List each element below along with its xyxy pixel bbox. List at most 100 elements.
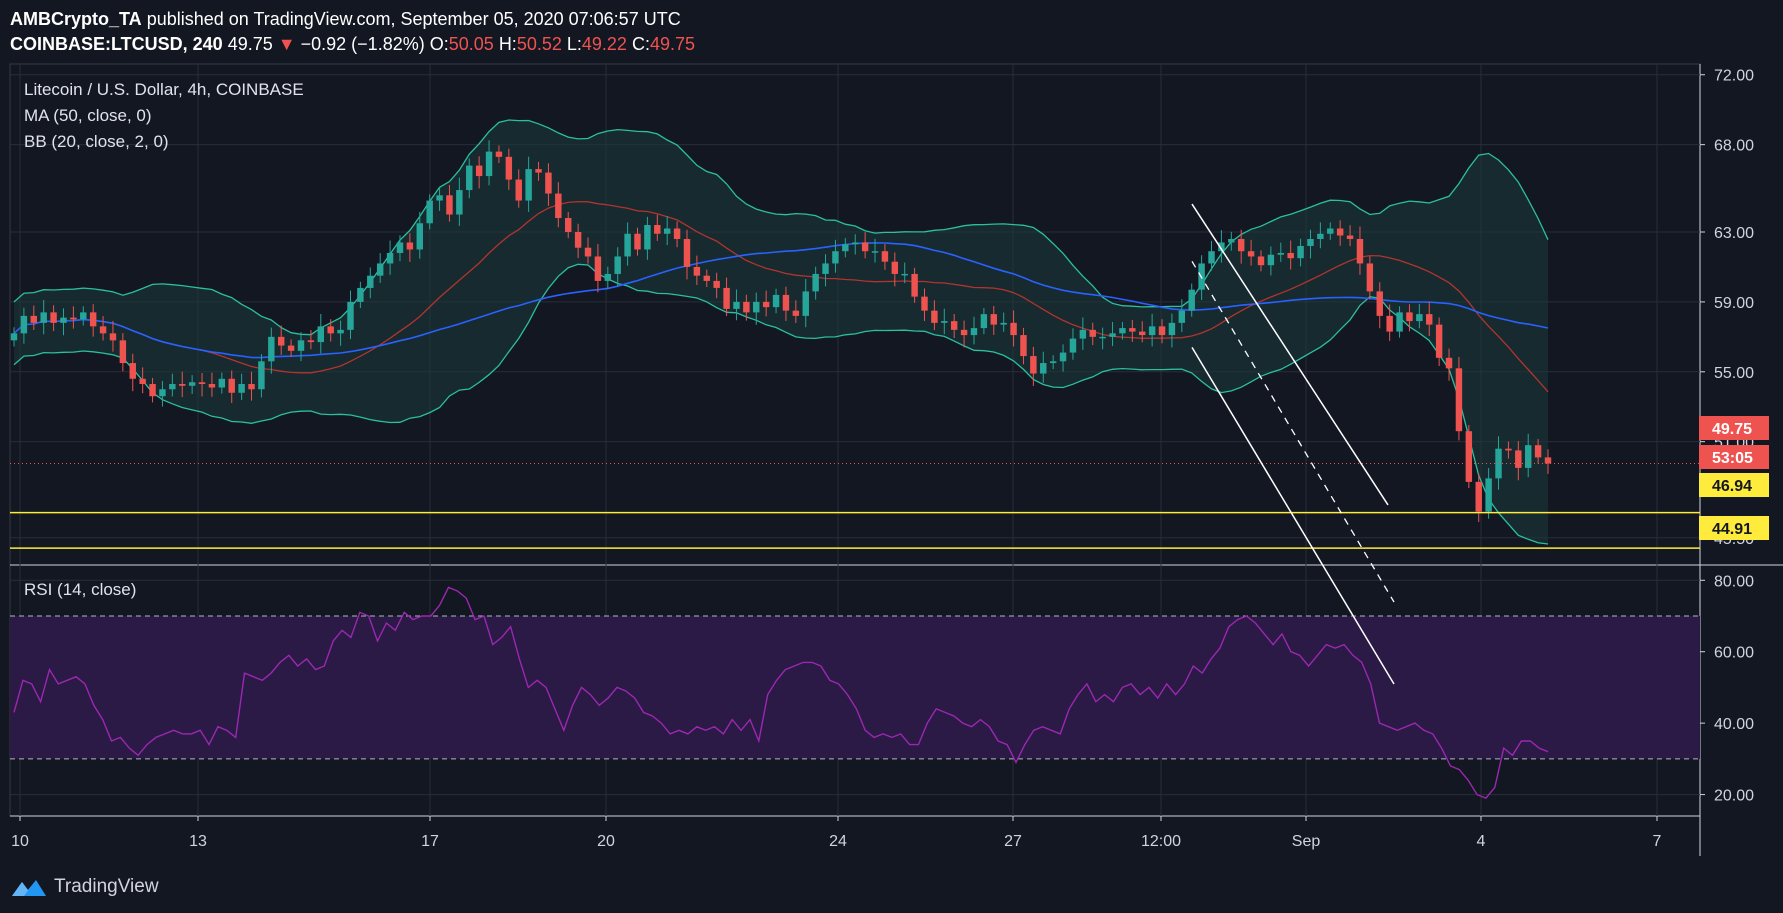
channel-mid-line[interactable] bbox=[1191, 260, 1395, 603]
candle[interactable] bbox=[248, 371, 255, 401]
candle[interactable] bbox=[10, 327, 18, 347]
candle[interactable] bbox=[475, 156, 483, 189]
candle[interactable] bbox=[218, 372, 226, 394]
candle[interactable] bbox=[1406, 304, 1413, 332]
candle[interactable] bbox=[634, 227, 641, 256]
candle[interactable] bbox=[367, 267, 374, 299]
candle[interactable] bbox=[149, 377, 156, 403]
candle[interactable] bbox=[129, 353, 136, 392]
candle[interactable] bbox=[1336, 220, 1344, 246]
candle[interactable] bbox=[535, 161, 542, 181]
channel-lower-line[interactable] bbox=[1191, 346, 1395, 685]
candle[interactable] bbox=[456, 177, 463, 226]
candle[interactable] bbox=[1376, 282, 1383, 329]
candle[interactable] bbox=[1089, 322, 1096, 346]
candle[interactable] bbox=[258, 354, 265, 398]
candle[interactable] bbox=[1297, 238, 1304, 267]
candle[interactable] bbox=[228, 370, 235, 404]
candle[interactable] bbox=[20, 307, 28, 344]
symbol-name[interactable]: COINBASE:LTCUSD, 240 bbox=[10, 34, 223, 54]
publisher-name[interactable]: AMBCrypto_TA bbox=[10, 9, 142, 29]
candle[interactable] bbox=[139, 367, 146, 394]
candle[interactable] bbox=[792, 300, 800, 324]
candle[interactable] bbox=[832, 239, 839, 273]
candle[interactable] bbox=[1435, 317, 1443, 367]
candle[interactable] bbox=[1455, 356, 1463, 441]
candle[interactable] bbox=[169, 373, 176, 397]
candle[interactable] bbox=[762, 290, 770, 317]
candle[interactable] bbox=[268, 327, 275, 374]
candle[interactable] bbox=[1544, 449, 1552, 474]
candle[interactable] bbox=[30, 305, 38, 331]
candle[interactable] bbox=[1307, 229, 1314, 259]
candle[interactable] bbox=[1356, 226, 1364, 275]
candle[interactable] bbox=[1267, 246, 1275, 276]
candle[interactable] bbox=[1534, 439, 1542, 464]
candle[interactable] bbox=[1465, 425, 1473, 488]
candle[interactable] bbox=[1208, 240, 1215, 271]
candle[interactable] bbox=[287, 339, 295, 357]
candle[interactable] bbox=[485, 140, 493, 186]
candle[interactable] bbox=[1327, 222, 1334, 240]
candle[interactable] bbox=[861, 232, 869, 259]
candle[interactable] bbox=[396, 235, 404, 262]
candle[interactable] bbox=[565, 211, 572, 239]
candle[interactable] bbox=[1178, 299, 1186, 333]
candle[interactable] bbox=[911, 267, 918, 303]
candle[interactable] bbox=[1485, 468, 1492, 519]
candle[interactable] bbox=[188, 375, 196, 394]
candle[interactable] bbox=[960, 320, 968, 348]
candle[interactable] bbox=[1188, 283, 1195, 317]
candle[interactable] bbox=[40, 299, 47, 335]
candle[interactable] bbox=[1287, 240, 1294, 270]
candle[interactable] bbox=[1396, 306, 1403, 338]
candle[interactable] bbox=[307, 330, 315, 350]
candle[interactable] bbox=[1426, 301, 1433, 336]
candle[interactable] bbox=[357, 281, 364, 309]
candle[interactable] bbox=[1237, 229, 1245, 264]
trend-channel[interactable] bbox=[1191, 203, 1395, 685]
candle[interactable] bbox=[238, 373, 245, 400]
candle[interactable] bbox=[80, 306, 87, 326]
candle[interactable] bbox=[852, 234, 859, 255]
candle[interactable] bbox=[337, 320, 344, 346]
candle[interactable] bbox=[1030, 346, 1037, 386]
candle[interactable] bbox=[436, 187, 443, 211]
candle[interactable] bbox=[644, 216, 651, 260]
candle[interactable] bbox=[733, 289, 740, 321]
candle[interactable] bbox=[574, 223, 582, 259]
candle[interactable] bbox=[1366, 256, 1374, 300]
candle[interactable] bbox=[1257, 250, 1265, 272]
candle[interactable] bbox=[555, 182, 562, 228]
candle[interactable] bbox=[1386, 304, 1393, 341]
candle[interactable] bbox=[1515, 441, 1522, 481]
candle[interactable] bbox=[673, 221, 681, 248]
candle[interactable] bbox=[1020, 327, 1027, 365]
candle[interactable] bbox=[1119, 321, 1126, 340]
candle[interactable] bbox=[654, 214, 661, 241]
candle[interactable] bbox=[1109, 321, 1116, 347]
candle[interactable] bbox=[50, 305, 57, 332]
candle[interactable] bbox=[1416, 303, 1423, 329]
candle[interactable] bbox=[60, 308, 67, 336]
candle[interactable] bbox=[1040, 351, 1047, 383]
candle[interactable] bbox=[970, 316, 978, 345]
candle[interactable] bbox=[179, 371, 186, 398]
candle[interactable] bbox=[386, 240, 394, 275]
candle[interactable] bbox=[198, 373, 206, 397]
candle[interactable] bbox=[1139, 321, 1146, 343]
candle[interactable] bbox=[1346, 225, 1354, 247]
candle[interactable] bbox=[1317, 222, 1324, 249]
candle[interactable] bbox=[1247, 239, 1255, 266]
candle[interactable] bbox=[426, 194, 433, 230]
candle[interactable] bbox=[1099, 327, 1106, 350]
candle[interactable] bbox=[1079, 317, 1087, 350]
candle[interactable] bbox=[1069, 328, 1077, 360]
candle[interactable] bbox=[921, 288, 928, 321]
candle[interactable] bbox=[119, 333, 127, 372]
candle[interactable] bbox=[683, 229, 691, 280]
candle[interactable] bbox=[1158, 319, 1166, 344]
candle[interactable] bbox=[594, 244, 602, 293]
candle[interactable] bbox=[1168, 313, 1176, 348]
candle[interactable] bbox=[703, 269, 710, 288]
